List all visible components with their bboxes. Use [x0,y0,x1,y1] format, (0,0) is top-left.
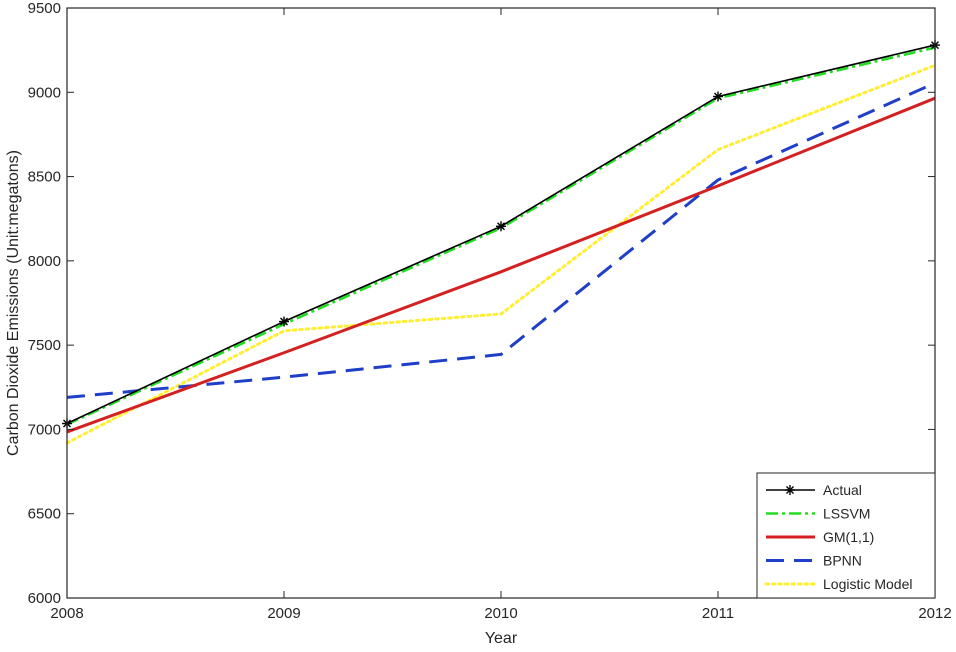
legend-label: Logistic Model [823,576,913,592]
legend-item: GM(1,1) [766,529,874,545]
legend-label: Actual [823,482,862,498]
legend: Actual LSSVM GM(1,1) BPNN Logistic Model [756,472,936,599]
legend-item: BPNN [766,553,862,569]
y-tick-label: 6000 [28,590,61,607]
series-layer [62,40,940,445]
y-tick-label: 9500 [28,0,61,17]
x-tick-label: 2011 [702,605,734,622]
y-tick-label: 6500 [28,506,61,523]
legend-star-marker [785,485,795,495]
data-point-actual [496,221,506,232]
legend-item: LSSVM [766,506,870,522]
legend-label: GM(1,1) [823,529,874,545]
tick-layer: 2008 2009 2010 2011 2012 6000 6500 7000 7500 8000… [28,0,952,622]
y-tick-label: 8000 [28,253,61,270]
y-tick-label: 8500 [28,169,61,186]
legend-label: LSSVM [823,506,870,522]
series-line-gm-1-1- [66,96,936,434]
series-line-bpnn [66,81,936,399]
y-tick-label: 7000 [28,421,61,438]
x-tick-label: 2012 [918,605,951,622]
x-tick-label: 2009 [267,605,300,622]
x-axis-label: Year [485,630,518,647]
series-line-logistic-model [65,63,937,445]
data-point-actual [279,316,289,327]
y-tick-label: 7500 [28,337,61,354]
legend-label: BPNN [823,553,862,569]
x-tick-label: 2008 [50,605,83,622]
data-point-actual [713,91,723,102]
legend-item: Actual [766,482,862,498]
y-axis-label: Carbon Dioxide Emissions (Unit:megatons) [5,150,22,456]
legend-item: Logistic Model [764,576,913,592]
y-tick-label: 9000 [28,84,61,101]
x-tick-label: 2010 [484,605,517,622]
